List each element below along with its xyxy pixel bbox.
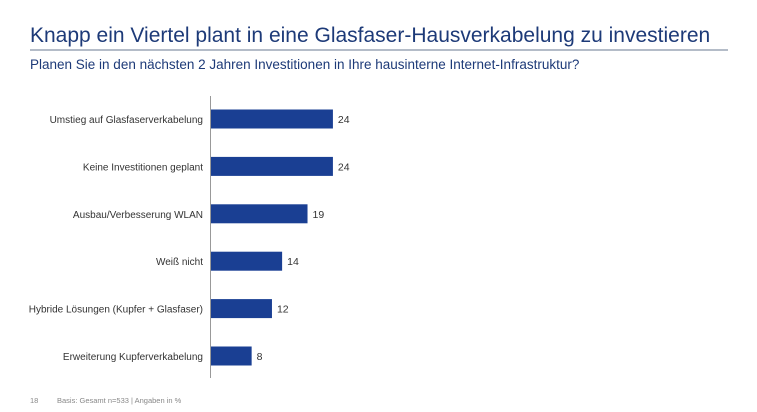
category-label: Umstieg auf Glasfaserverkabelung [50, 115, 203, 126]
data-label: 8 [257, 351, 263, 363]
data-label: 24 [338, 114, 350, 126]
bar [211, 109, 333, 129]
bar [211, 156, 333, 176]
category-label: Erweiterung Kupferverkabelung [63, 352, 203, 363]
data-label: 12 [277, 304, 289, 316]
category-label: Ausbau/Verbesserung WLAN [73, 210, 203, 221]
data-label: 24 [338, 161, 350, 173]
category-label: Hybride Lösungen (Kupfer + Glasfaser) [29, 305, 203, 316]
question-subtitle: Planen Sie in den nächsten 2 Jahren Inve… [30, 57, 580, 72]
page-title: Knapp ein Viertel plant in eine Glasfase… [30, 24, 711, 47]
bar [211, 251, 283, 271]
footer-basis: Basis: Gesamt n=533 | Angaben in % [57, 396, 182, 405]
category-label: Weiß nicht [156, 257, 203, 268]
data-label: 14 [287, 256, 299, 268]
bar [211, 346, 252, 366]
title-divider [30, 49, 728, 51]
bar [211, 299, 272, 319]
category-label: Keine Investitionen geplant [83, 162, 203, 173]
bar [211, 204, 308, 224]
page-number: 18 [30, 396, 39, 405]
data-label: 19 [313, 209, 325, 221]
